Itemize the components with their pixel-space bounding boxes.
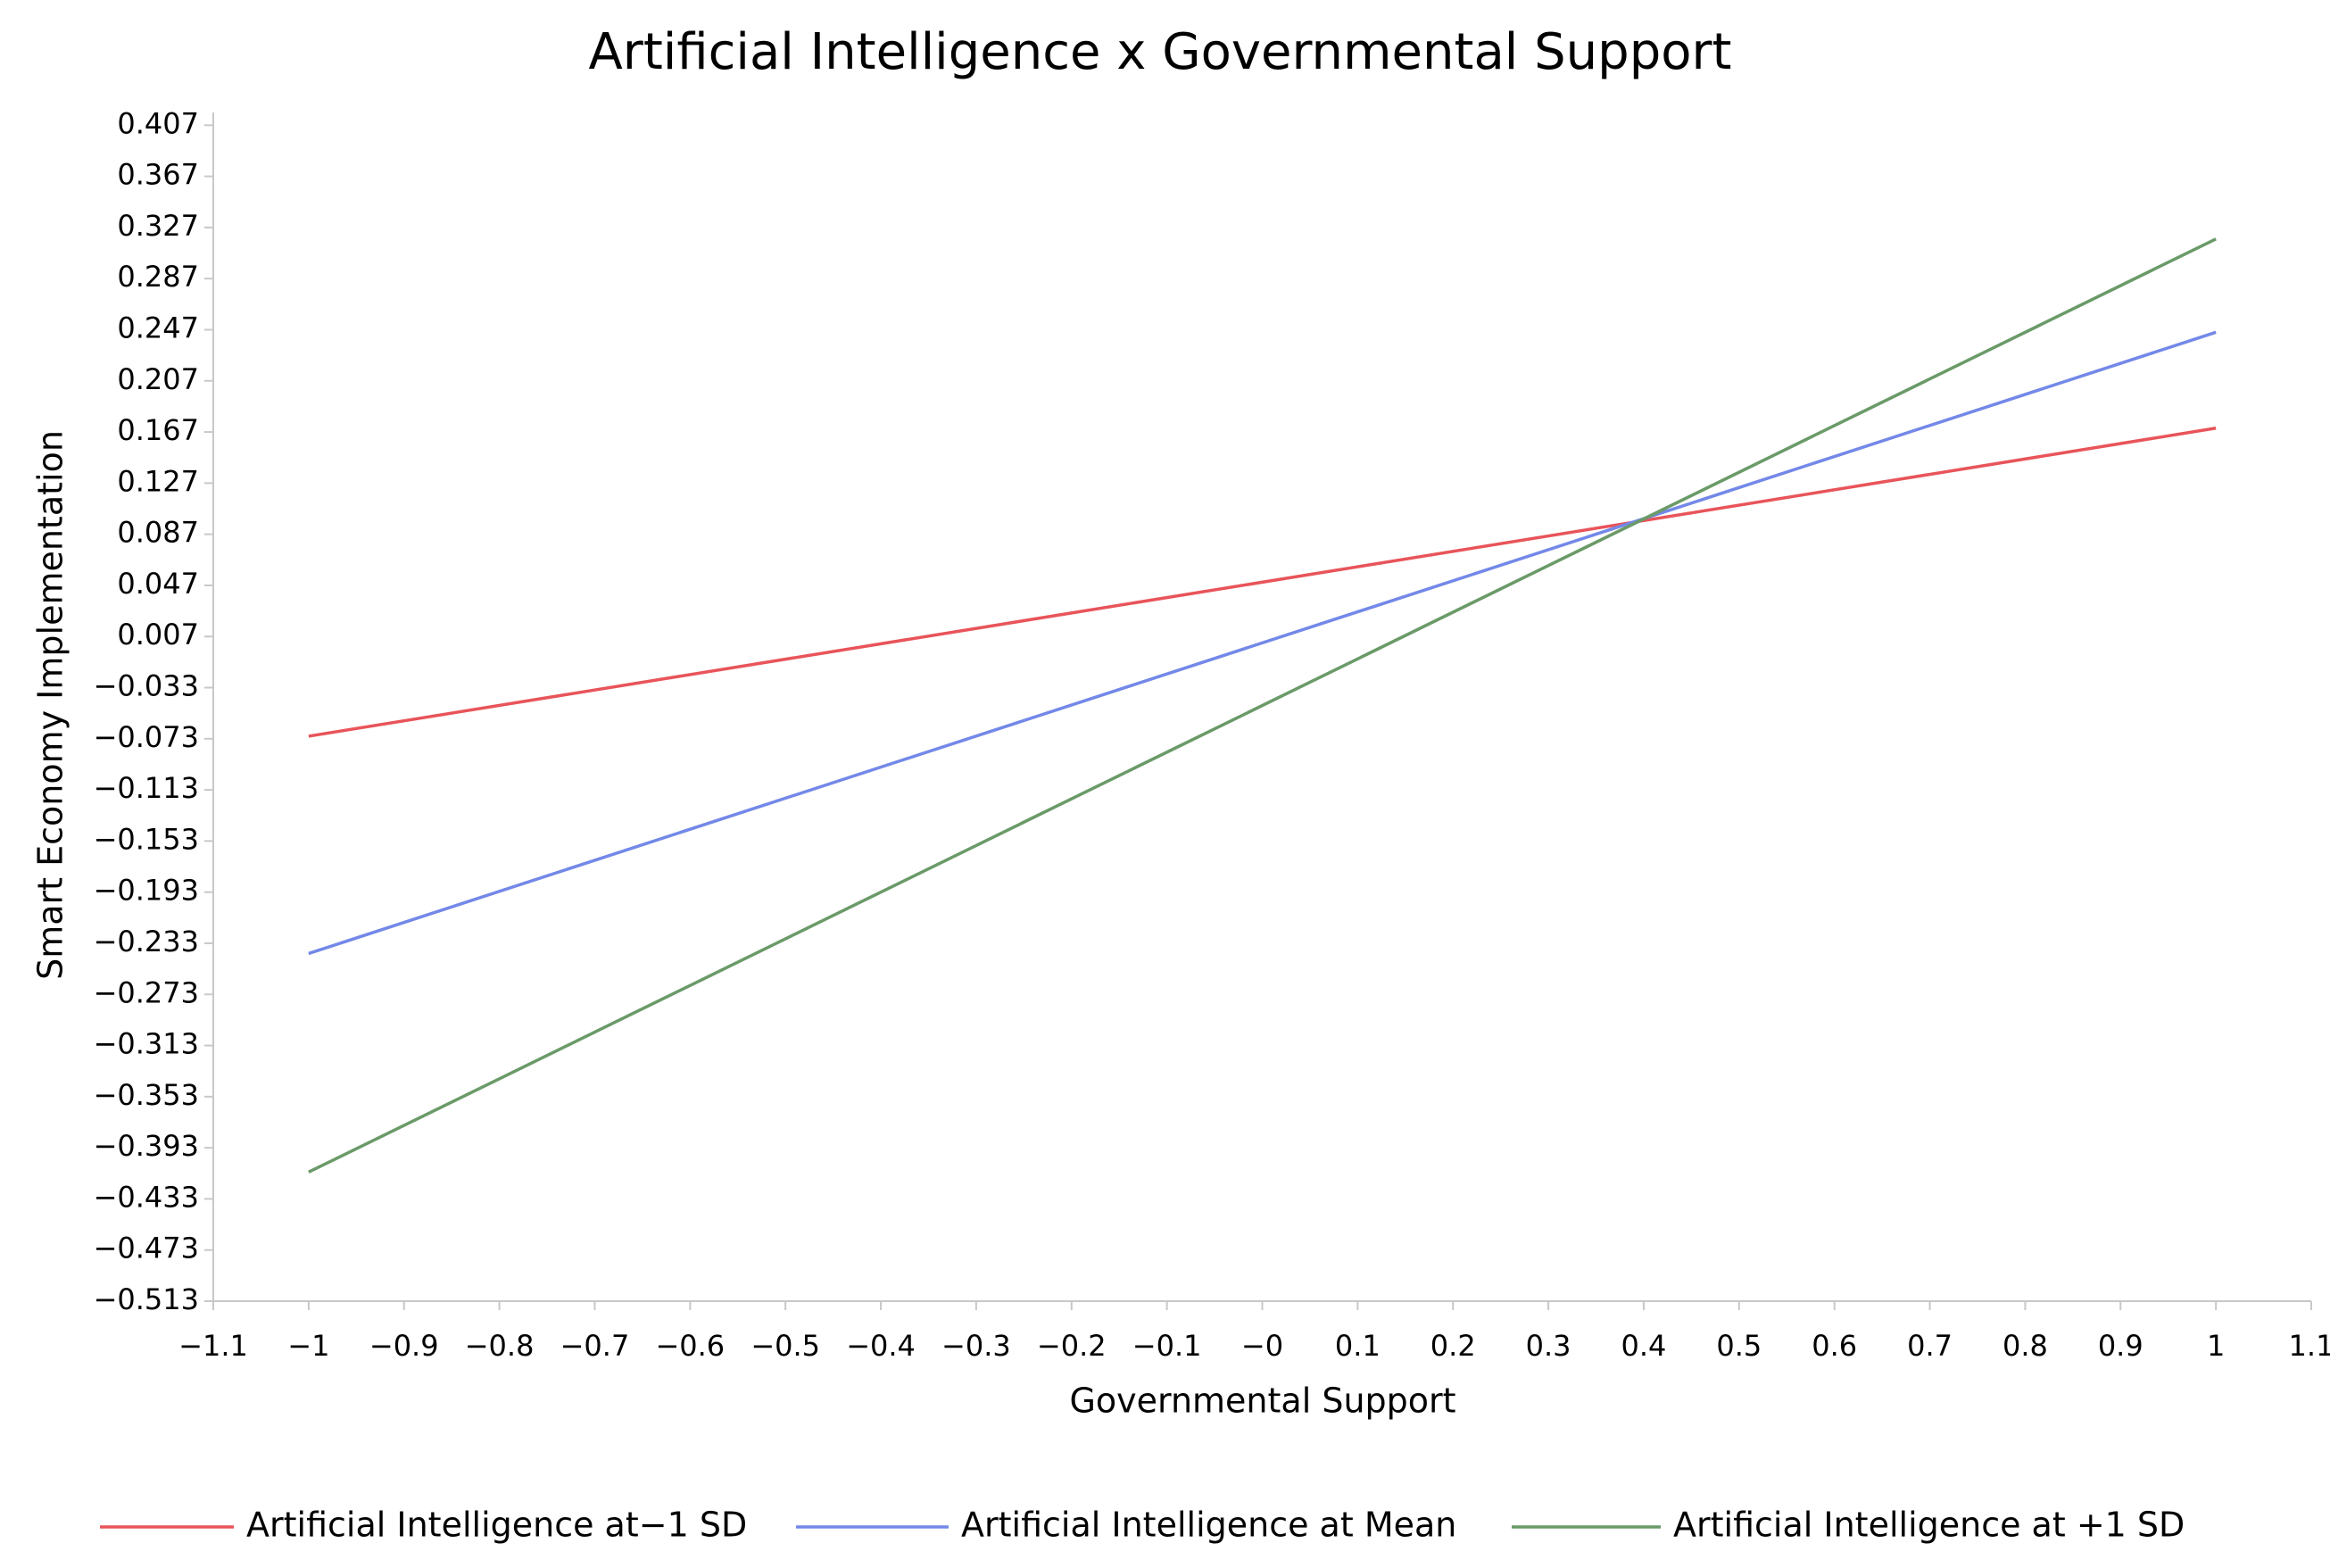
y-tick-label: −0.353 [94, 1078, 199, 1112]
x-tick-label: −0.4 [846, 1329, 916, 1363]
y-tick-label: 0.407 [117, 106, 199, 140]
x-tick-label: −0.9 [369, 1329, 439, 1363]
x-tick-label: 0.9 [2098, 1329, 2143, 1363]
x-tick-label: 0.5 [1716, 1329, 1762, 1363]
x-tick-label: −0.8 [465, 1329, 535, 1363]
y-tick-label: −0.193 [94, 874, 199, 908]
x-tick-label: −1 [287, 1329, 329, 1363]
series-line [308, 330, 2217, 956]
legend-label: Artificial Intelligence at +1 SD [1673, 1506, 2185, 1545]
y-tick-label: −0.153 [94, 822, 199, 856]
x-tick-label: −0.3 [941, 1329, 1011, 1363]
y-tick-label: −0.393 [94, 1129, 199, 1163]
y-tick-label: −0.513 [94, 1282, 199, 1316]
x-tick-label: −0 [1241, 1329, 1283, 1363]
y-tick-label: 0.047 [117, 567, 199, 601]
y-tick-label: −0.313 [94, 1027, 199, 1061]
x-tick-label: −0.7 [560, 1329, 630, 1363]
x-tick-label: 0.7 [1907, 1329, 1953, 1363]
x-tick-label: 0.2 [1430, 1329, 1476, 1363]
y-tick-label: −0.433 [94, 1180, 199, 1214]
x-tick-label: 0.1 [1335, 1329, 1381, 1363]
series-line [308, 237, 2217, 1174]
y-tick-label: 0.247 [117, 311, 199, 344]
y-tick-label: 0.007 [117, 618, 199, 651]
x-axis-label: Governmental Support [1069, 1381, 1455, 1421]
x-tick-label: 0.3 [1526, 1329, 1571, 1363]
x-tick-label: −0.2 [1037, 1329, 1107, 1363]
y-tick-label: 0.207 [117, 362, 199, 396]
x-tick-label: 0.4 [1621, 1329, 1667, 1363]
x-tick-label: 1.1 [2289, 1329, 2330, 1363]
y-tick-label: 0.167 [117, 413, 199, 447]
y-tick-label: 0.127 [117, 464, 199, 498]
x-tick-label: 1 [2207, 1329, 2225, 1363]
y-tick-label: −0.273 [94, 975, 199, 1009]
x-tick-label: 0.6 [1812, 1329, 1857, 1363]
x-tick-label: 0.8 [2002, 1329, 2048, 1363]
y-tick-label: −0.073 [94, 720, 199, 754]
y-axis-label: Smart Economy Implementation [31, 430, 70, 980]
y-tick-label: 0.367 [117, 158, 199, 192]
y-tick-label: 0.087 [117, 516, 199, 550]
x-tick-label: −0.6 [655, 1329, 725, 1363]
x-tick-label: −1.1 [178, 1329, 248, 1363]
y-tick-label: −0.033 [94, 669, 199, 703]
legend-label: Artificial Intelligence at Mean [961, 1506, 1456, 1545]
y-tick-label: −0.473 [94, 1232, 199, 1265]
y-tick-label: −0.113 [94, 771, 199, 805]
series-line [308, 427, 2217, 738]
legend-label: Artificial Intelligence at−1 SD [246, 1506, 747, 1545]
y-tick-label: −0.233 [94, 925, 199, 958]
x-tick-label: −0.5 [750, 1329, 820, 1363]
y-tick-label: 0.287 [117, 260, 199, 294]
x-tick-label: −0.1 [1132, 1329, 1202, 1363]
y-tick-label: 0.327 [117, 209, 199, 243]
chart-title: Artificial Intelligence x Governmental S… [589, 23, 1732, 81]
